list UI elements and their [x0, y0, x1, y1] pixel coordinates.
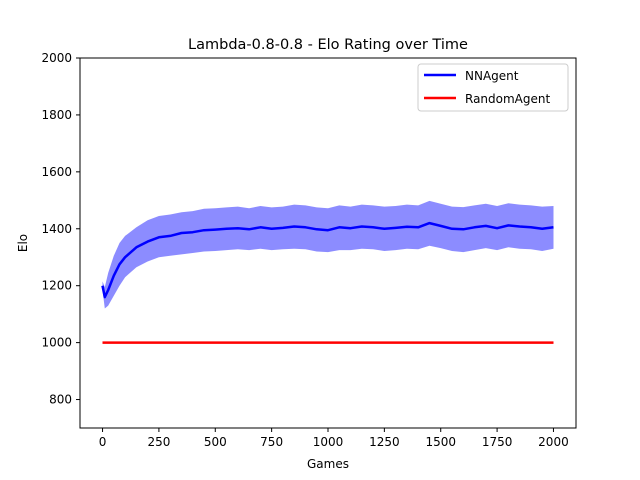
- x-tick-label: 1250: [369, 435, 400, 449]
- x-tick-label: 0: [99, 435, 107, 449]
- legend-label-nnagent: NNAgent: [465, 69, 519, 83]
- x-tick-label: 750: [260, 435, 283, 449]
- y-tick-label: 1800: [41, 108, 72, 122]
- x-tick-label: 250: [147, 435, 170, 449]
- nnagent-confidence-band: [102, 200, 554, 309]
- x-tick-label: 1000: [313, 435, 344, 449]
- x-tick-label: 500: [204, 435, 227, 449]
- y-tick-label: 1200: [41, 279, 72, 293]
- legend: NNAgent RandomAgent: [417, 63, 569, 112]
- y-tick-label: 2000: [41, 51, 72, 65]
- nnagent-series-line: [101, 221, 554, 299]
- x-tick-label: 1750: [482, 435, 513, 449]
- plot-area: [101, 200, 554, 344]
- y-tick-label: 800: [49, 393, 72, 407]
- x-axis-title: Games: [307, 457, 349, 471]
- x-tick-label: 2000: [538, 435, 569, 449]
- y-tick-label: 1000: [41, 336, 72, 350]
- y-tick-label: 1600: [41, 165, 72, 179]
- y-tick-label: 1400: [41, 222, 72, 236]
- y-axis: 800 1000 1200 1400 1600 1800 2000: [41, 51, 80, 407]
- legend-label-randomagent: RandomAgent: [465, 92, 550, 106]
- x-tick-label: 1500: [425, 435, 456, 449]
- chart-title: Lambda-0.8-0.8 - Elo Rating over Time: [188, 37, 468, 53]
- x-axis: 0 250 500 750 1000 1250 1500 1750 2000: [99, 428, 569, 449]
- y-axis-title: Elo: [16, 234, 30, 252]
